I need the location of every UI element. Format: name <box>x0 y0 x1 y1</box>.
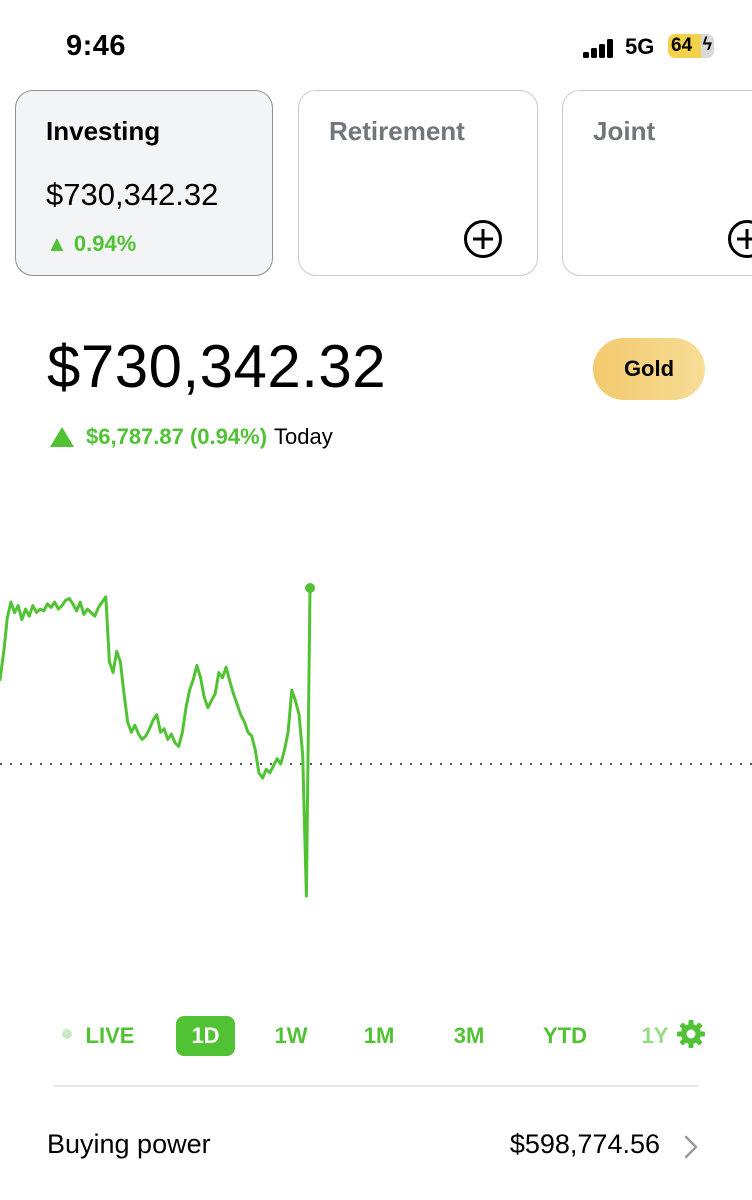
range-1m[interactable]: 1M <box>363 1023 395 1048</box>
range-live[interactable]: LIVE <box>85 1023 135 1048</box>
account-card-title: Joint <box>593 116 656 146</box>
chart-series-line <box>0 586 312 898</box>
range-1y[interactable]: 1Y <box>641 1023 669 1048</box>
up-arrow-icon: ▲ <box>46 231 68 256</box>
portfolio-chart[interactable] <box>0 570 752 990</box>
range-ytd[interactable]: YTD <box>543 1023 587 1048</box>
gear-icon[interactable] <box>676 1019 706 1049</box>
divider <box>54 1085 698 1087</box>
chart-end-point <box>305 583 315 593</box>
account-card-change-percent: 0.94% <box>73 231 137 256</box>
signal-icon <box>583 38 617 58</box>
buying-power-row[interactable]: Buying power $598,774.56 <box>0 1115 752 1175</box>
status-bar: 9:46 5G 64 ϟ <box>0 0 752 90</box>
account-card-value: $730,342.32 <box>46 177 219 212</box>
account-card-investing[interactable]: Investing $730,342.32 ▲ 0.94% <box>15 90 273 276</box>
buying-power-value: $598,774.56 <box>509 1129 660 1159</box>
range-1d[interactable]: 1D <box>176 1016 235 1056</box>
account-card-retirement[interactable]: Retirement <box>298 90 538 276</box>
network-type: 5G <box>625 34 655 59</box>
range-1w[interactable]: 1W <box>274 1023 308 1048</box>
live-dot-icon <box>62 1029 72 1039</box>
up-arrow-icon <box>50 427 74 447</box>
account-card-title: Retirement <box>329 116 465 146</box>
range-3m[interactable]: 3M <box>453 1023 485 1048</box>
account-card-change: ▲ 0.94% <box>46 231 136 257</box>
portfolio-value: $730,342.32 <box>47 333 387 400</box>
chevron-right-icon <box>684 1135 698 1159</box>
status-time: 9:46 <box>66 30 127 62</box>
account-card-title: Investing <box>46 116 161 146</box>
account-card-joint[interactable]: Joint <box>562 90 752 276</box>
charging-icon: ϟ <box>702 34 712 54</box>
account-cards: Investing $730,342.32 ▲ 0.94% Retirement… <box>0 90 752 278</box>
change-period: Today <box>274 424 333 449</box>
battery-level: 64 <box>671 35 693 56</box>
add-circle-icon[interactable] <box>728 220 752 258</box>
change-amount: $6,787.87 (0.94%) <box>86 424 268 449</box>
battery-icon: 64 ϟ <box>668 34 714 58</box>
gold-button[interactable]: Gold <box>593 338 705 400</box>
add-circle-icon[interactable] <box>464 220 502 258</box>
buying-power-label: Buying power <box>47 1129 211 1159</box>
portfolio-change: $6,787.87 (0.94%) Today <box>50 422 333 452</box>
range-selector: LIVE 1D 1W 1M 3M YTD 1Y <box>0 1012 752 1058</box>
